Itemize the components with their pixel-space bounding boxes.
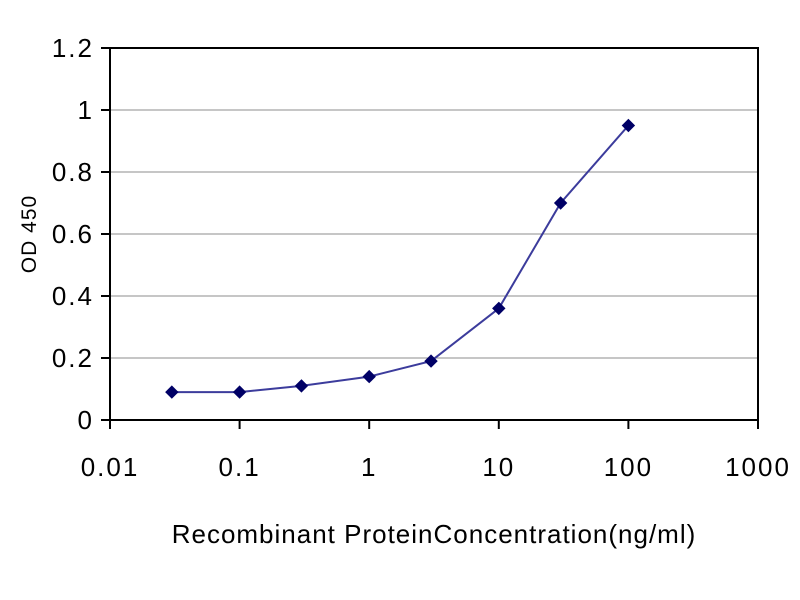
y-tick-label: 1.2 — [52, 33, 94, 63]
data-point-marker — [492, 301, 506, 316]
x-tick-label: 100 — [604, 452, 653, 482]
data-point-marker — [553, 196, 568, 210]
y-tick-label: 0.8 — [52, 157, 94, 187]
x-tick-label: 10 — [482, 452, 515, 482]
y-tick-label: 1 — [78, 95, 94, 125]
data-point-marker — [424, 354, 438, 368]
y-axis-title: OD 450 — [18, 195, 41, 273]
data-series — [165, 118, 636, 399]
data-point-marker — [165, 385, 179, 399]
y-tick-label: 0.4 — [52, 281, 94, 311]
x-tick-label: 0.1 — [219, 452, 261, 482]
data-point-marker — [362, 369, 376, 384]
x-axis-title: Recombinant ProteinConcentration(ng/ml) — [172, 519, 697, 549]
x-tick-label: 1000 — [725, 452, 791, 482]
y-tick-labels: 0 0.2 0.4 0.6 0.8 1 1.2 — [52, 33, 94, 435]
x-tick-labels: 0.01 0.1 1 10 100 1000 — [81, 452, 791, 482]
axis-tick-marks — [101, 47, 759, 429]
x-tick-label: 1 — [361, 452, 377, 482]
data-point-marker — [232, 385, 247, 399]
series-line — [171, 124, 630, 394]
data-point-marker — [621, 118, 636, 133]
y-tick-label: 0.6 — [52, 219, 94, 249]
data-point-marker — [294, 379, 309, 393]
gridlines — [110, 47, 758, 359]
y-tick-label: 0.2 — [52, 343, 94, 373]
x-tick-label: 0.01 — [81, 452, 140, 482]
y-tick-label: 0 — [78, 405, 94, 435]
